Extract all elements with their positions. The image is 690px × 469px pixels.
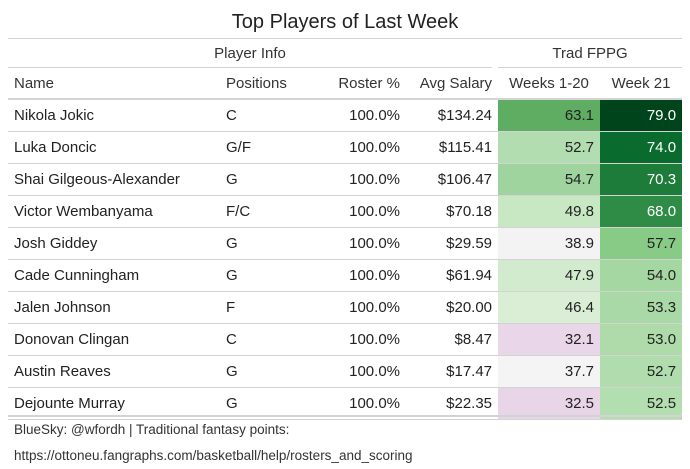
player-positions: C [220, 99, 310, 132]
table-row: Jalen Johnson F 100.0% $20.00 46.4 53.3 [8, 291, 683, 324]
table-row: Nikola Jokic C 100.0% $134.24 63.1 79.0 [8, 99, 683, 132]
player-name: Donovan Clingan [8, 323, 220, 356]
player-name: Shai Gilgeous-Alexander [8, 163, 220, 196]
table-row: Cade Cunningham G 100.0% $61.94 47.9 54.0 [8, 259, 683, 292]
table-row: Donovan Clingan C 100.0% $8.47 32.1 53.0 [8, 323, 683, 356]
group-gap [492, 38, 499, 68]
table-title: Top Players of Last Week [231, 11, 459, 33]
col-positions: Positions [220, 67, 310, 100]
table-row: Victor Wembanyama F/C 100.0% $70.18 49.8 68.0 [8, 195, 683, 228]
avg-salary: $134.24 [406, 99, 499, 132]
players-table: Player Info Trad FPPG Name Positions Ros… [8, 38, 683, 420]
week-21-value: 54.0 [600, 259, 683, 292]
player-positions: G [220, 355, 310, 388]
avg-salary: $70.18 [406, 195, 499, 228]
weeks-1-20-value: 47.9 [498, 259, 601, 292]
col-week-21: Week 21 [600, 67, 683, 100]
group-player-info: Player Info [8, 38, 493, 68]
player-positions: G [220, 387, 310, 420]
avg-salary: $22.35 [406, 387, 499, 420]
player-positions: G [220, 163, 310, 196]
avg-salary: $20.00 [406, 291, 499, 324]
avg-salary: $29.59 [406, 227, 499, 260]
weeks-1-20-value: 38.9 [498, 227, 601, 260]
roster-pct: 100.0% [310, 195, 406, 228]
week-21-value: 52.5 [600, 387, 683, 420]
player-positions: C [220, 323, 310, 356]
player-positions: G [220, 259, 310, 292]
player-name: Austin Reaves [8, 355, 220, 388]
roster-pct: 100.0% [310, 227, 406, 260]
table-row: Austin Reaves G 100.0% $17.47 37.7 52.7 [8, 355, 683, 388]
avg-salary: $8.47 [406, 323, 499, 356]
player-name: Jalen Johnson [8, 291, 220, 324]
roster-pct: 100.0% [310, 99, 406, 132]
col-weeks-1-20: Weeks 1-20 [498, 67, 601, 100]
weeks-1-20-value: 54.7 [498, 163, 601, 196]
table-row: Dejounte Murray G 100.0% $22.35 32.5 52.5 [8, 387, 683, 420]
weeks-1-20-value: 32.5 [498, 387, 601, 420]
weeks-1-20-value: 63.1 [498, 99, 601, 132]
roster-pct: 100.0% [310, 355, 406, 388]
week-21-value: 53.3 [600, 291, 683, 324]
player-name: Victor Wembanyama [8, 195, 220, 228]
player-name: Dejounte Murray [8, 387, 220, 420]
week-21-value: 52.7 [600, 355, 683, 388]
week-21-value: 70.3 [600, 163, 683, 196]
player-positions: G/F [220, 131, 310, 164]
player-name: Nikola Jokic [8, 99, 220, 132]
weeks-1-20-value: 32.1 [498, 323, 601, 356]
table-row: Josh Giddey G 100.0% $29.59 38.9 57.7 [8, 227, 683, 260]
column-header-row: Name Positions Roster % Avg Salary Weeks… [8, 67, 683, 100]
source-footer: BlueSky: @wfordh | Traditional fantasy p… [8, 415, 682, 463]
player-positions: G [220, 227, 310, 260]
stats-table-figure: Top Players of Last Week Player Info Tra… [8, 11, 683, 463]
player-positions: F [220, 291, 310, 324]
player-name: Josh Giddey [8, 227, 220, 260]
player-name: Luka Doncic [8, 131, 220, 164]
roster-pct: 100.0% [310, 387, 406, 420]
roster-pct: 100.0% [310, 291, 406, 324]
col-roster: Roster % [310, 67, 406, 100]
weeks-1-20-value: 52.7 [498, 131, 601, 164]
player-positions: F/C [220, 195, 310, 228]
avg-salary: $115.41 [406, 131, 499, 164]
weeks-1-20-value: 49.8 [498, 195, 601, 228]
table-row: Luka Doncic G/F 100.0% $115.41 52.7 74.0 [8, 131, 683, 164]
week-21-value: 74.0 [600, 131, 683, 164]
week-21-value: 53.0 [600, 323, 683, 356]
weeks-1-20-value: 37.7 [498, 355, 601, 388]
avg-salary: $17.47 [406, 355, 499, 388]
player-name: Cade Cunningham [8, 259, 220, 292]
group-trad-fppg: Trad FPPG [498, 38, 683, 68]
week-21-value: 68.0 [600, 195, 683, 228]
col-name: Name [8, 67, 220, 100]
col-salary: Avg Salary [406, 67, 499, 100]
roster-pct: 100.0% [310, 131, 406, 164]
avg-salary: $106.47 [406, 163, 499, 196]
table-row: Shai Gilgeous-Alexander G 100.0% $106.47 54.… [8, 163, 683, 196]
roster-pct: 100.0% [310, 259, 406, 292]
weeks-1-20-value: 46.4 [498, 291, 601, 324]
avg-salary: $61.94 [406, 259, 499, 292]
roster-pct: 100.0% [310, 163, 406, 196]
roster-pct: 100.0% [310, 323, 406, 356]
week-21-value: 57.7 [600, 227, 683, 260]
group-header-row: Player Info Trad FPPG [8, 38, 683, 68]
week-21-value: 79.0 [600, 99, 683, 132]
